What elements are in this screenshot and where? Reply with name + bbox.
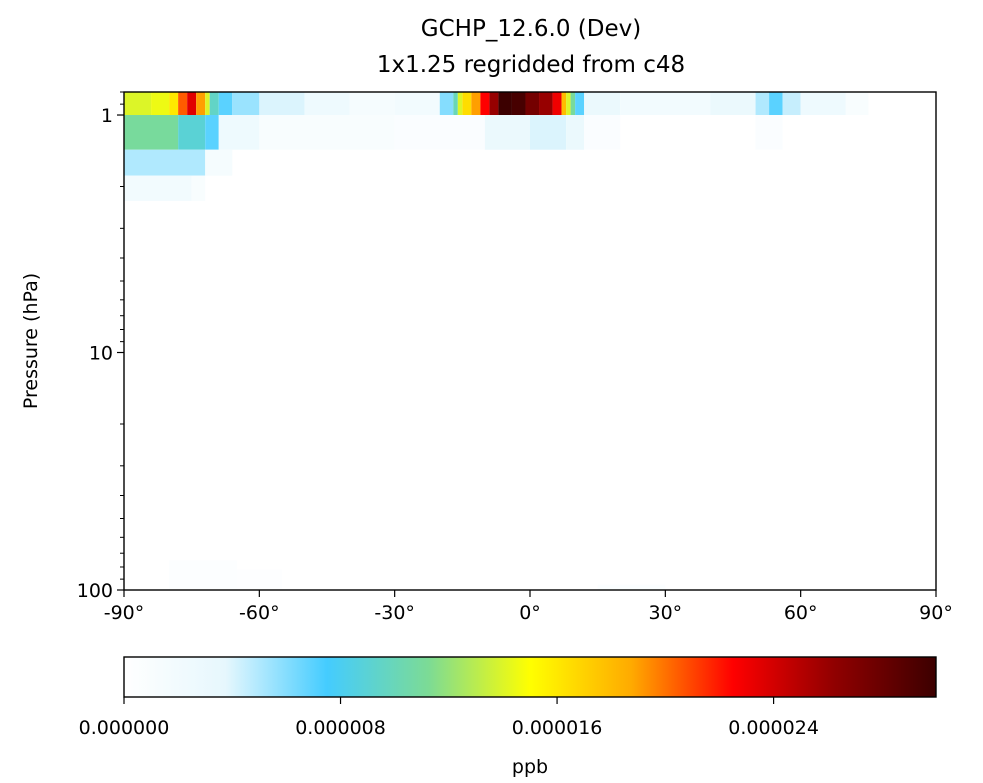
y-axis: 1 10 100 [77,91,124,602]
y-axis-label: Pressure (hPa) [20,273,42,409]
heatmap-cell [597,584,666,590]
heatmap-cell [236,569,282,590]
heatmap-cell [124,175,192,201]
colorbar-tick-label: 0.000024 [728,717,819,739]
colorbar-label: ppb [512,756,548,778]
heatmap-cell [710,92,756,116]
x-tick-label: -60° [239,602,280,624]
heatmap-cell [151,92,170,116]
heatmap-cell [484,115,530,150]
heatmap-cell [800,92,846,116]
x-tick-label: 0° [519,602,541,624]
heatmap-cell [209,92,219,116]
heatmap-cell [489,92,499,116]
heatmap-cell [539,92,553,116]
heatmap-cell [218,92,233,116]
heatmap-cell [782,92,801,116]
heatmap-cell [584,115,621,150]
x-tick-label: -90° [104,602,145,624]
heatmap-cell [566,115,585,150]
heatmap-cell [511,92,526,116]
heatmap-cell [525,92,540,116]
heatmap-cell [205,92,210,116]
heatmap-cell [439,92,454,116]
heatmap-cell [530,115,567,150]
heatmap-cell [575,92,585,116]
y-tick-label: 1 [101,105,113,127]
heatmap-cell [178,115,206,150]
heatmap-cell [498,92,512,116]
heatmap-cell [394,92,440,116]
colorbar-tick-label: 0.000000 [79,717,170,739]
chart-title: GCHP_12.6.0 (Dev) [421,16,641,42]
heatmap-cell [205,115,219,150]
y-tick-label: 100 [77,580,113,602]
heatmap-cell [755,92,770,116]
heatmap-cell [187,92,197,116]
x-tick-label: -30° [374,602,415,624]
heatmap-cell [570,92,576,116]
colorbar-ticks: 0.000000 0.000008 0.000016 0.000024 [79,697,819,739]
heatmap-cell [561,92,567,116]
heatmap-cell [755,115,783,150]
y-tick-label: 10 [89,343,113,365]
colorbar-tick-label: 0.000008 [295,717,386,739]
heatmap-cell [566,92,571,116]
heatmap-cell [218,115,260,150]
heatmap-cell [205,149,233,176]
chart-subtitle: 1x1.25 regridded from c48 [377,52,685,78]
x-tick-label: 30° [648,602,682,624]
heatmap-cell [552,92,562,116]
heatmap-cell [232,92,260,116]
heatmap-cells [124,92,869,590]
heatmap-cell [196,92,206,116]
heatmap-cell [471,92,481,116]
heatmap-cell [259,115,395,150]
plot-frame [123,91,937,591]
heatmap-cell [304,92,350,116]
colorbar-tick-label: 0.000016 [512,717,603,739]
heatmap-cell [845,92,869,116]
heatmap-cell [480,92,490,116]
heatmap-cell [124,92,152,116]
x-tick-label: 60° [784,602,818,624]
heatmap-cell [169,92,179,116]
heatmap-cell [394,115,485,150]
heatmap-cell [259,92,305,116]
heatmap-cell [462,92,472,116]
heatmap-cell [178,92,188,116]
x-axis: -90° -60° -30° 0° 30° 60° 90° [104,590,953,624]
heatmap-cell [620,92,711,116]
heatmap-cell [349,92,395,116]
heatmap-cell [769,92,783,116]
heatmap-cell [191,175,206,201]
heatmap-cell [124,115,179,150]
colorbar [123,656,937,698]
heatmap-cell [169,560,237,590]
x-tick-label: 90° [919,602,953,624]
heatmap-cell [457,92,463,116]
heatmap-cell [453,92,458,116]
heatmap-cell [124,149,206,176]
heatmap-cell [584,92,621,116]
